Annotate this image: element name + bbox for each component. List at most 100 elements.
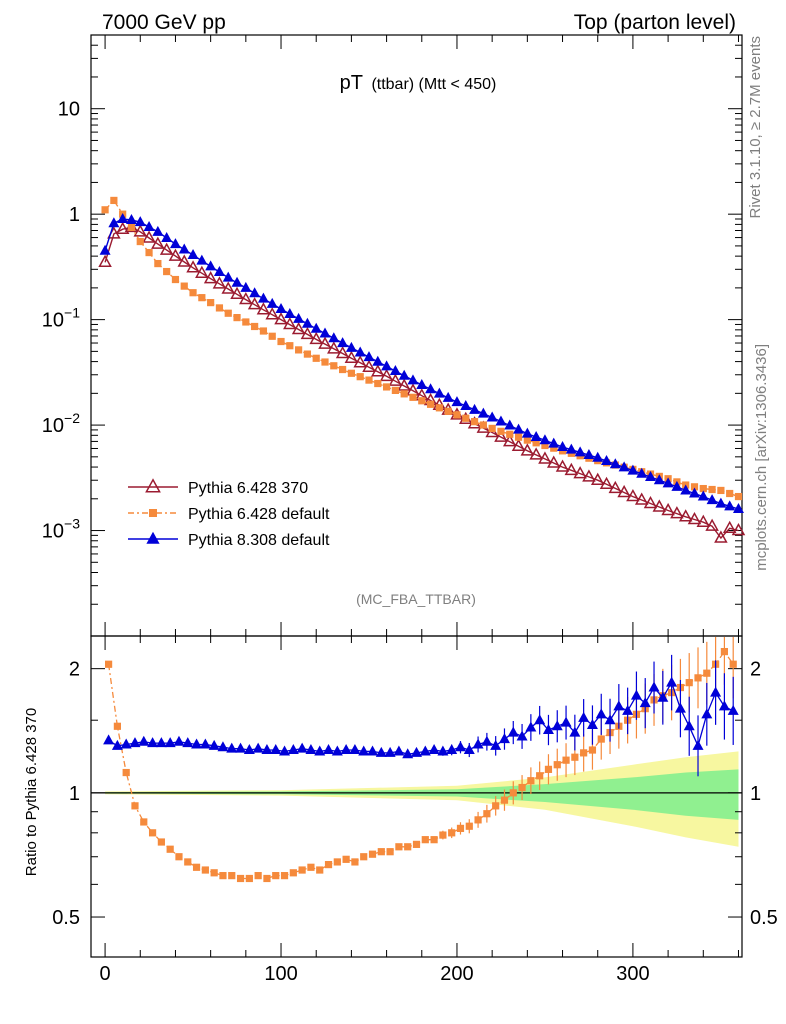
ratio-point [235,742,247,753]
ratio-point [157,838,165,846]
ratio-point [120,738,132,749]
data-point [696,514,711,527]
ratio-point [360,853,368,861]
data-point [400,390,408,398]
ratio-point [586,719,598,730]
data-point [354,346,366,357]
data-point [470,418,479,426]
data-point [230,286,244,300]
data-point [152,225,164,236]
ratio-panel: 2 2 1 1 0.5 0.5 0 100 200 300 [52,635,778,985]
data-point [433,387,445,398]
ratio-point [289,869,297,877]
data-point [583,449,595,460]
y-tick-label: 10 [58,99,80,121]
data-point [398,369,410,380]
ratio-point [340,744,352,755]
ratio-point [113,722,121,730]
data-point [409,393,417,401]
ratio-point [129,737,141,748]
ratio-point [191,738,203,749]
data-point [277,337,285,346]
ratio-point [279,745,291,756]
data-point [670,506,684,519]
data-point [573,466,587,479]
ratio-point [729,660,737,668]
data-point [222,271,234,282]
legend-marker [145,478,161,493]
data-point [259,327,268,335]
data-point [382,383,391,391]
data-point [196,254,208,265]
ratio-point [578,711,590,722]
ratio-point [323,744,335,755]
legend-item: Pythia 6.428 default [128,506,330,523]
ratio-y-tick-label-right: 1 [750,783,761,805]
ratio-point [411,746,422,757]
data-point [303,350,312,358]
ratio-point [525,721,537,732]
data-point [426,400,435,408]
data-point [212,276,227,289]
ratio-point [254,872,262,880]
data-point [312,354,320,362]
data-point [257,292,269,303]
ratio-point [421,836,429,844]
data-point [203,271,218,284]
ratio-point [367,745,379,756]
ratio-point [553,761,561,769]
data-point [391,386,399,394]
data-point [321,358,329,366]
data-point [599,476,614,490]
ratio-point [551,720,563,731]
ratio-point [270,744,282,755]
ratio-point [428,744,440,755]
ratio-point [613,700,625,711]
ratio-point [358,745,370,756]
data-point [388,373,403,386]
ratio-line [108,681,734,755]
legend-label: Pythia 8.308 default [188,532,330,549]
ratio-point [509,789,517,797]
data-point [504,419,516,430]
chart-title: pT (ttbar) (Mtt < 450) [340,72,497,94]
data-point [251,322,259,331]
data-point [548,437,560,448]
data-point [520,443,535,456]
ratio-point [597,735,605,743]
ratio-point [571,753,579,761]
ratio-y-tick-label-left: 2 [69,659,80,681]
ratio-point [164,737,176,748]
data-point [407,374,419,385]
data-point [379,368,394,382]
ratio-point [252,742,264,753]
ratio-point [595,708,607,719]
data-point [717,486,725,495]
data-point [557,440,569,451]
uncertainty-band-inner [105,769,739,820]
ratio-point [657,691,669,702]
ratio-point [604,714,616,725]
data-point [344,350,359,364]
data-point [374,379,382,388]
data-point [479,421,487,429]
ratio-point [236,874,245,883]
data-point [300,326,315,340]
header-right: Top (parton level) [574,11,736,34]
data-point [732,503,744,514]
data-point [502,434,517,447]
ratio-point [412,840,421,848]
ratio-point [296,742,308,753]
ratio-point [718,700,730,711]
data-point [242,318,250,326]
data-point [705,518,719,531]
ratio-point [507,726,519,737]
ratio-point [481,735,493,746]
data-point [706,494,718,505]
x-tick-label: 0 [100,963,111,985]
y-tick-base: 10 [42,415,64,437]
data-point [506,430,514,438]
data-point [688,487,700,498]
data-point [592,451,604,462]
